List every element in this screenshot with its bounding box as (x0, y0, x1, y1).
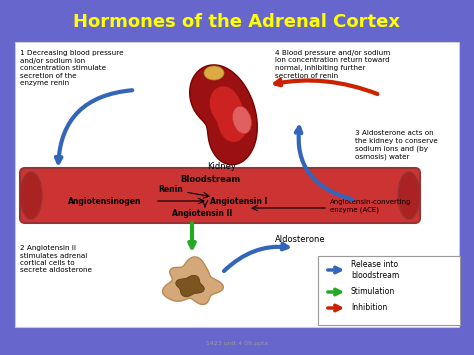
Ellipse shape (398, 172, 420, 219)
Text: Stimulation: Stimulation (351, 288, 395, 296)
Text: 1 Decreasing blood pressure
and/or sodium ion
concentration stimulate
secretion : 1 Decreasing blood pressure and/or sodiu… (20, 50, 124, 86)
Text: Angiotensin I: Angiotensin I (210, 197, 267, 206)
Ellipse shape (204, 66, 224, 80)
Text: 3 Aldosterone acts on
the kidney to conserve
sodium ions and (by
osmosis) water: 3 Aldosterone acts on the kidney to cons… (355, 130, 438, 159)
PathPatch shape (163, 257, 223, 305)
Text: 2 Angiotensin II
stimulates adrenal
cortical cells to
secrete aldosterone: 2 Angiotensin II stimulates adrenal cort… (20, 245, 92, 273)
Text: Renin: Renin (158, 185, 183, 193)
Text: 4 Blood pressure and/or sodium
ion concentration return toward
normal, inhibitin: 4 Blood pressure and/or sodium ion conce… (275, 50, 390, 78)
Text: Release into
bloodstream: Release into bloodstream (351, 260, 399, 280)
Text: Hormones of the Adrenal Cortex: Hormones of the Adrenal Cortex (73, 13, 401, 31)
Text: Angiotensin II: Angiotensin II (172, 208, 232, 218)
Text: Inhibition: Inhibition (351, 304, 387, 312)
Text: Kidney: Kidney (208, 162, 237, 171)
Text: 1423 unit 4 09.pptx: 1423 unit 4 09.pptx (206, 342, 268, 346)
Text: Angiotensinogen: Angiotensinogen (68, 197, 142, 206)
Text: Aldosterone: Aldosterone (275, 235, 325, 245)
Ellipse shape (20, 172, 42, 219)
Text: Bloodstream: Bloodstream (180, 175, 240, 185)
PathPatch shape (176, 275, 204, 297)
PathPatch shape (210, 86, 248, 142)
FancyBboxPatch shape (318, 256, 460, 325)
Text: Angiotensin-converting
enzyme (ACE): Angiotensin-converting enzyme (ACE) (330, 199, 411, 213)
FancyBboxPatch shape (20, 168, 420, 223)
PathPatch shape (190, 65, 257, 165)
Ellipse shape (233, 106, 251, 134)
FancyBboxPatch shape (15, 42, 459, 327)
